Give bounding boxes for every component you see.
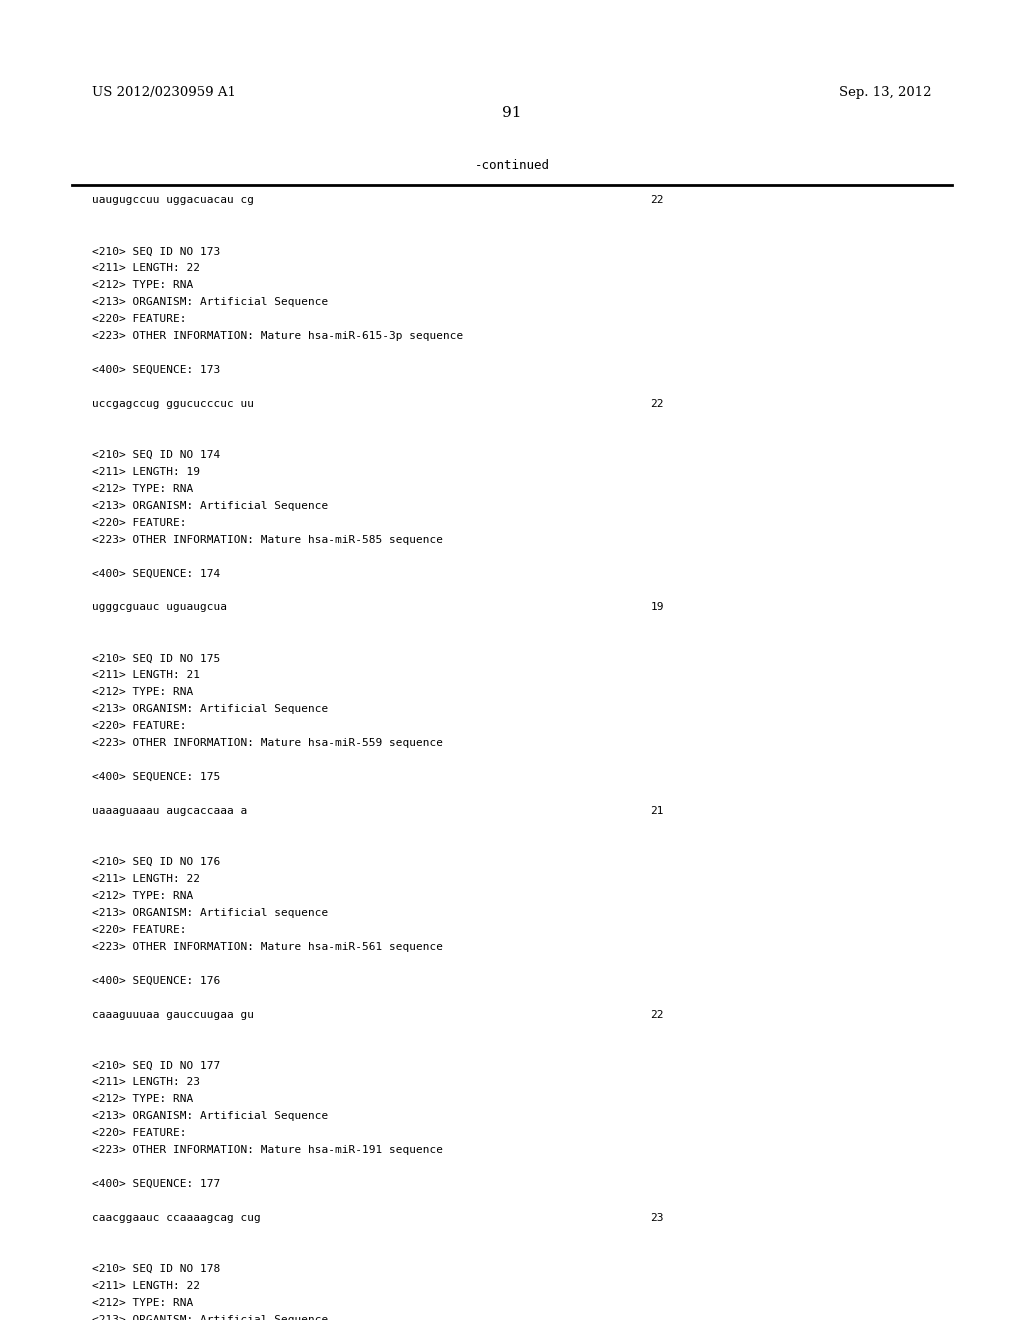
Text: <212> TYPE: RNA: <212> TYPE: RNA	[92, 1094, 194, 1105]
Text: <213> ORGANISM: Artificial Sequence: <213> ORGANISM: Artificial Sequence	[92, 1111, 329, 1121]
Text: <211> LENGTH: 22: <211> LENGTH: 22	[92, 263, 200, 273]
Text: <210> SEQ ID NO 173: <210> SEQ ID NO 173	[92, 247, 220, 256]
Text: <210> SEQ ID NO 178: <210> SEQ ID NO 178	[92, 1265, 220, 1274]
Text: <212> TYPE: RNA: <212> TYPE: RNA	[92, 891, 194, 900]
Text: <213> ORGANISM: Artificial sequence: <213> ORGANISM: Artificial sequence	[92, 908, 329, 917]
Text: 21: 21	[650, 807, 664, 816]
Text: <220> FEATURE:: <220> FEATURE:	[92, 314, 186, 325]
Text: 91: 91	[502, 106, 522, 120]
Text: <223> OTHER INFORMATION: Mature hsa-miR-559 sequence: <223> OTHER INFORMATION: Mature hsa-miR-…	[92, 738, 443, 748]
Text: <211> LENGTH: 21: <211> LENGTH: 21	[92, 671, 200, 680]
Text: <211> LENGTH: 22: <211> LENGTH: 22	[92, 874, 200, 884]
Text: <223> OTHER INFORMATION: Mature hsa-miR-561 sequence: <223> OTHER INFORMATION: Mature hsa-miR-…	[92, 941, 443, 952]
Text: <400> SEQUENCE: 177: <400> SEQUENCE: 177	[92, 1179, 220, 1189]
Text: <223> OTHER INFORMATION: Mature hsa-miR-615-3p sequence: <223> OTHER INFORMATION: Mature hsa-miR-…	[92, 331, 464, 341]
Text: <212> TYPE: RNA: <212> TYPE: RNA	[92, 1298, 194, 1308]
Text: <211> LENGTH: 19: <211> LENGTH: 19	[92, 467, 200, 477]
Text: <211> LENGTH: 23: <211> LENGTH: 23	[92, 1077, 200, 1088]
Text: <210> SEQ ID NO 176: <210> SEQ ID NO 176	[92, 857, 220, 867]
Text: uaaaguaaau augcaccaaa a: uaaaguaaau augcaccaaa a	[92, 807, 248, 816]
Text: <212> TYPE: RNA: <212> TYPE: RNA	[92, 483, 194, 494]
Text: <213> ORGANISM: Artificial Sequence: <213> ORGANISM: Artificial Sequence	[92, 1315, 329, 1320]
Text: <220> FEATURE:: <220> FEATURE:	[92, 1129, 186, 1138]
Text: uccgagccug ggucucccuc uu: uccgagccug ggucucccuc uu	[92, 399, 254, 409]
Text: <223> OTHER INFORMATION: Mature hsa-miR-585 sequence: <223> OTHER INFORMATION: Mature hsa-miR-…	[92, 535, 443, 545]
Text: <213> ORGANISM: Artificial Sequence: <213> ORGANISM: Artificial Sequence	[92, 500, 329, 511]
Text: <210> SEQ ID NO 177: <210> SEQ ID NO 177	[92, 1060, 220, 1071]
Text: <213> ORGANISM: Artificial Sequence: <213> ORGANISM: Artificial Sequence	[92, 705, 329, 714]
Text: 23: 23	[650, 1213, 664, 1224]
Text: <212> TYPE: RNA: <212> TYPE: RNA	[92, 280, 194, 290]
Text: caaaguuuaa gauccuugaa gu: caaaguuuaa gauccuugaa gu	[92, 1010, 254, 1019]
Text: <400> SEQUENCE: 174: <400> SEQUENCE: 174	[92, 569, 220, 578]
Text: <220> FEATURE:: <220> FEATURE:	[92, 517, 186, 528]
Text: <220> FEATURE:: <220> FEATURE:	[92, 721, 186, 731]
Text: 22: 22	[650, 195, 664, 206]
Text: <400> SEQUENCE: 176: <400> SEQUENCE: 176	[92, 975, 220, 986]
Text: -continued: -continued	[474, 158, 550, 172]
Text: <210> SEQ ID NO 175: <210> SEQ ID NO 175	[92, 653, 220, 664]
Text: <212> TYPE: RNA: <212> TYPE: RNA	[92, 688, 194, 697]
Text: uaugugccuu uggacuacau cg: uaugugccuu uggacuacau cg	[92, 195, 254, 206]
Text: caacggaauc ccaaaagcag cug: caacggaauc ccaaaagcag cug	[92, 1213, 261, 1224]
Text: <400> SEQUENCE: 173: <400> SEQUENCE: 173	[92, 366, 220, 375]
Text: Sep. 13, 2012: Sep. 13, 2012	[840, 86, 932, 99]
Text: 22: 22	[650, 1010, 664, 1019]
Text: ugggcguauc uguaugcua: ugggcguauc uguaugcua	[92, 602, 227, 612]
Text: <400> SEQUENCE: 175: <400> SEQUENCE: 175	[92, 772, 220, 781]
Text: <210> SEQ ID NO 174: <210> SEQ ID NO 174	[92, 450, 220, 459]
Text: US 2012/0230959 A1: US 2012/0230959 A1	[92, 86, 237, 99]
Text: 19: 19	[650, 602, 664, 612]
Text: <220> FEATURE:: <220> FEATURE:	[92, 925, 186, 935]
Text: <211> LENGTH: 22: <211> LENGTH: 22	[92, 1280, 200, 1291]
Text: <223> OTHER INFORMATION: Mature hsa-miR-191 sequence: <223> OTHER INFORMATION: Mature hsa-miR-…	[92, 1146, 443, 1155]
Text: <213> ORGANISM: Artificial Sequence: <213> ORGANISM: Artificial Sequence	[92, 297, 329, 308]
Text: 22: 22	[650, 399, 664, 409]
